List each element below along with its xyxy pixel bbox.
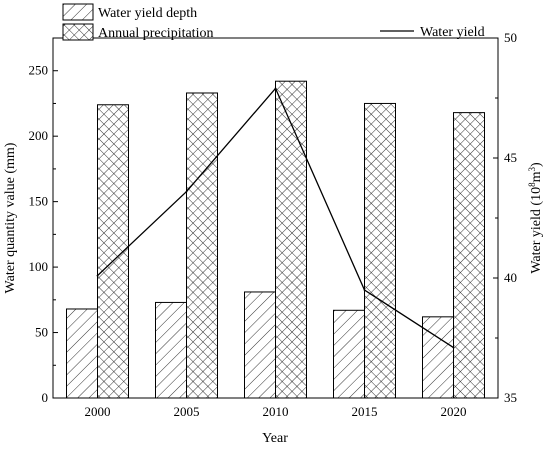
right-axis-ticks: 35 40 45 50 <box>493 30 517 405</box>
y-tick-label: 100 <box>29 259 49 274</box>
bar-annual-precipitation-2015 <box>364 102 396 399</box>
bar-water-yield-depth-2015 <box>333 309 365 399</box>
legend-label-water-yield-depth: Water yield depth <box>98 6 197 21</box>
y-axis-title: Water quantity value (mm) <box>3 142 18 293</box>
point-water-yield-2020 <box>452 346 455 349</box>
y-tick-label: 250 <box>29 63 49 78</box>
bar-water-yield-depth-2000 <box>66 308 98 399</box>
x-tick-label: 2005 <box>174 404 200 419</box>
y-tick-label: 0 <box>42 390 49 405</box>
line-layer <box>96 87 455 349</box>
x-axis-ticks: 2000 2005 2010 2015 2020 <box>85 393 467 419</box>
y2-tick-label: 35 <box>504 390 517 405</box>
bars-layer <box>66 80 485 399</box>
legend-label-annual-precipitation: Annual precipitation <box>98 26 213 41</box>
bar-annual-precipitation-2005 <box>186 92 218 399</box>
y2-tick-label: 50 <box>504 30 517 45</box>
bar-water-yield-depth-2010 <box>244 291 276 399</box>
left-axis-ticks: 0 50 100 150 200 250 <box>29 63 58 405</box>
legend: Water yield depth Annual precipitation W… <box>62 3 485 41</box>
point-water-yield-2000 <box>96 274 99 277</box>
point-water-yield-2005 <box>185 190 188 193</box>
x-tick-label: 2020 <box>441 404 467 419</box>
bar-annual-precipitation-2010 <box>275 80 307 399</box>
legend-label-water-yield: Water yield <box>420 25 485 40</box>
y-tick-label: 50 <box>35 325 48 340</box>
bar-annual-precipitation-2020 <box>453 112 485 399</box>
x-tick-label: 2015 <box>352 404 378 419</box>
y2-axis-title: Water yield (108m3) <box>527 162 544 274</box>
x-tick-label: 2000 <box>85 404 111 419</box>
point-water-yield-2015 <box>363 289 366 291</box>
bar-water-yield-depth-2005 <box>155 301 187 399</box>
x-tick-label: 2010 <box>263 404 289 419</box>
y-tick-label: 200 <box>29 128 49 143</box>
point-water-yield-2010 <box>274 87 277 90</box>
y2-tick-label: 40 <box>504 270 517 285</box>
y2-tick-label: 45 <box>504 150 517 165</box>
legend-swatch-annual-precipitation <box>62 23 94 41</box>
legend-swatch-water-yield-depth <box>62 3 94 21</box>
y-tick-label: 150 <box>29 194 49 209</box>
bar-water-yield-depth-2020 <box>422 316 454 399</box>
x-axis-title: Year <box>262 431 288 446</box>
